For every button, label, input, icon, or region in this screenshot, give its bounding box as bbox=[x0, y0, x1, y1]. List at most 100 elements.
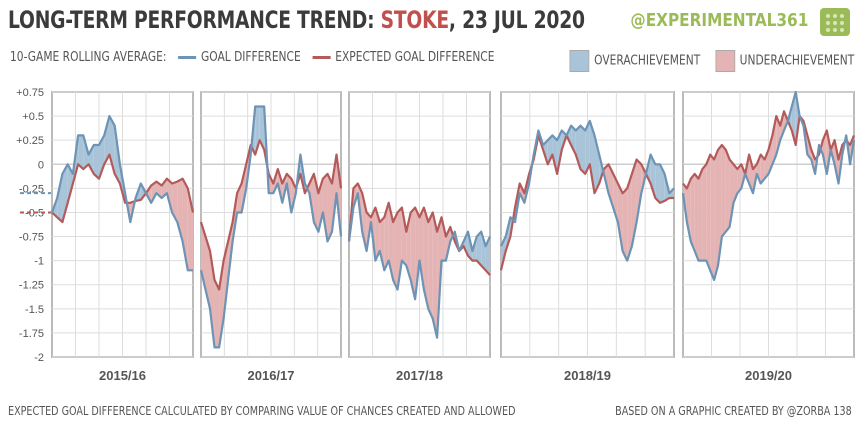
underachievement-area bbox=[384, 202, 389, 271]
title-prefix: LONG-TERM PERFORMANCE TREND: bbox=[8, 6, 381, 34]
underachievement-area bbox=[237, 183, 242, 213]
overachievement-area bbox=[481, 231, 486, 271]
overachievement-area bbox=[62, 164, 68, 223]
overachievement-area bbox=[259, 106, 265, 150]
underachievement-area bbox=[698, 169, 703, 261]
underachievement-area bbox=[241, 164, 247, 213]
season-label: 2016/17 bbox=[248, 368, 295, 383]
legend-under-label: UNDERACHIEVEMENT bbox=[739, 53, 854, 69]
overachievement-area bbox=[650, 154, 656, 198]
overachievement-area bbox=[547, 135, 553, 165]
overachievement-area bbox=[88, 145, 94, 174]
logo-icon bbox=[820, 8, 850, 36]
underachievement-area bbox=[760, 154, 765, 184]
underachievement-area bbox=[313, 173, 319, 232]
overachievement-area bbox=[476, 231, 482, 266]
y-tick-label: +0.75 bbox=[16, 87, 44, 99]
footer-note: EXPECTED GOAL DIFFERENCE CALCULATED BY C… bbox=[8, 404, 516, 418]
underachievement-area bbox=[423, 207, 429, 309]
legend-gd-label: GOAL DIFFERENCE bbox=[200, 50, 301, 65]
underachievement-area bbox=[622, 188, 628, 261]
title-suffix: , 23 JUL 2020 bbox=[448, 6, 585, 34]
overachievement-area bbox=[585, 120, 590, 174]
underachievement-area bbox=[397, 207, 402, 290]
underachievement-area bbox=[636, 159, 642, 223]
underachievement-area bbox=[219, 260, 224, 348]
overachievement-area bbox=[99, 135, 105, 179]
title-team: STOKE bbox=[380, 6, 450, 34]
underachievement-area bbox=[322, 173, 328, 242]
season-label: 2018/19 bbox=[564, 368, 611, 383]
chart-area: +0.75+0.5+0.250-0.25-0.5-0.75-1-1.25-1.5… bbox=[16, 87, 856, 383]
gd-series-line bbox=[50, 114, 193, 272]
y-tick-label: -1.75 bbox=[19, 328, 44, 340]
underachievement-area bbox=[331, 154, 337, 232]
y-tick-label: +0.25 bbox=[16, 135, 44, 147]
underachievement-area bbox=[729, 159, 734, 227]
underachievement-area bbox=[441, 217, 446, 261]
legend-fills: OVERACHIEVEMENT UNDERACHIEVEMENT bbox=[558, 50, 854, 72]
underachievement-area bbox=[706, 154, 711, 271]
overachievement-area bbox=[463, 231, 468, 256]
y-tick-label: 0 bbox=[38, 159, 44, 171]
underachievement-area bbox=[627, 173, 632, 261]
overachievement-area bbox=[580, 125, 586, 174]
underachievement-area bbox=[772, 116, 777, 165]
legend-lines: 10-GAME ROLLING AVERAGE: GOAL DIFFERENCE… bbox=[10, 50, 494, 65]
legend-over-label: OVERACHIEVEMENT bbox=[593, 53, 700, 69]
underachievement-area bbox=[717, 145, 722, 266]
overachievement-area bbox=[552, 135, 558, 174]
season-label: 2019/20 bbox=[745, 368, 792, 383]
y-tick-label: -0.75 bbox=[19, 232, 44, 244]
footer-credit: BASED ON A GRAPHIC CREATED BY @ZORBA 138 bbox=[615, 404, 852, 418]
underachievement-area bbox=[379, 217, 385, 271]
underachievement-area bbox=[834, 140, 839, 184]
overachievement-area bbox=[93, 145, 99, 179]
gd-series-line bbox=[347, 192, 492, 339]
gd-series-line bbox=[681, 90, 856, 281]
y-tick-label: -1.25 bbox=[19, 280, 44, 292]
underachievement-area bbox=[419, 207, 424, 290]
underachievement-area bbox=[172, 181, 178, 223]
underachievement-area bbox=[694, 173, 699, 261]
xgd-series-line bbox=[51, 153, 195, 224]
underachievement-area bbox=[690, 173, 695, 251]
underachievement-area bbox=[410, 207, 416, 300]
overachievement-area bbox=[78, 135, 84, 170]
underachievement-area bbox=[393, 212, 398, 290]
overachievement-area bbox=[655, 164, 660, 203]
underachievement-area bbox=[151, 181, 157, 203]
overachievement-area bbox=[589, 120, 595, 194]
season-label: 2017/18 bbox=[396, 368, 443, 383]
underachievement-area bbox=[702, 164, 707, 261]
underachievement-area bbox=[725, 149, 730, 232]
underachievement-area bbox=[764, 149, 769, 179]
legend-xgd-label: EXPECTED GOAL DIFFERENCE bbox=[335, 50, 495, 65]
underachievement-area bbox=[432, 212, 438, 338]
gd-series-line bbox=[500, 119, 675, 262]
legend-xgd-swatch bbox=[312, 56, 331, 59]
gd-series-line bbox=[199, 105, 343, 349]
season-label: 2015/16 bbox=[99, 368, 146, 383]
author-handle: @EXPERIMENTAL361 bbox=[630, 10, 808, 31]
y-tick-label: -2 bbox=[34, 352, 44, 364]
legend-label: 10-GAME ROLLING AVERAGE: bbox=[10, 50, 167, 65]
legend-over-swatch bbox=[569, 50, 589, 72]
xgd-series-line bbox=[199, 139, 343, 291]
y-tick-label: -1 bbox=[34, 256, 44, 268]
overachievement-area bbox=[67, 164, 73, 203]
xgd-series-line bbox=[347, 182, 491, 276]
chart-title: LONG-TERM PERFORMANCE TREND: STOKE, 23 J… bbox=[8, 6, 585, 34]
overachievement-area bbox=[57, 173, 63, 223]
legend-under-swatch bbox=[714, 50, 735, 72]
underachievement-area bbox=[401, 207, 407, 266]
y-tick-label: -1.5 bbox=[25, 304, 44, 316]
underachievement-area bbox=[428, 212, 433, 319]
overachievement-area bbox=[104, 116, 110, 165]
xgd-series-line bbox=[499, 134, 674, 271]
xgd-series-line bbox=[682, 110, 856, 190]
underachievement-area bbox=[721, 145, 726, 237]
underachievement-area bbox=[327, 173, 332, 242]
underachievement-area bbox=[737, 164, 742, 194]
underachievement-area bbox=[714, 149, 718, 280]
